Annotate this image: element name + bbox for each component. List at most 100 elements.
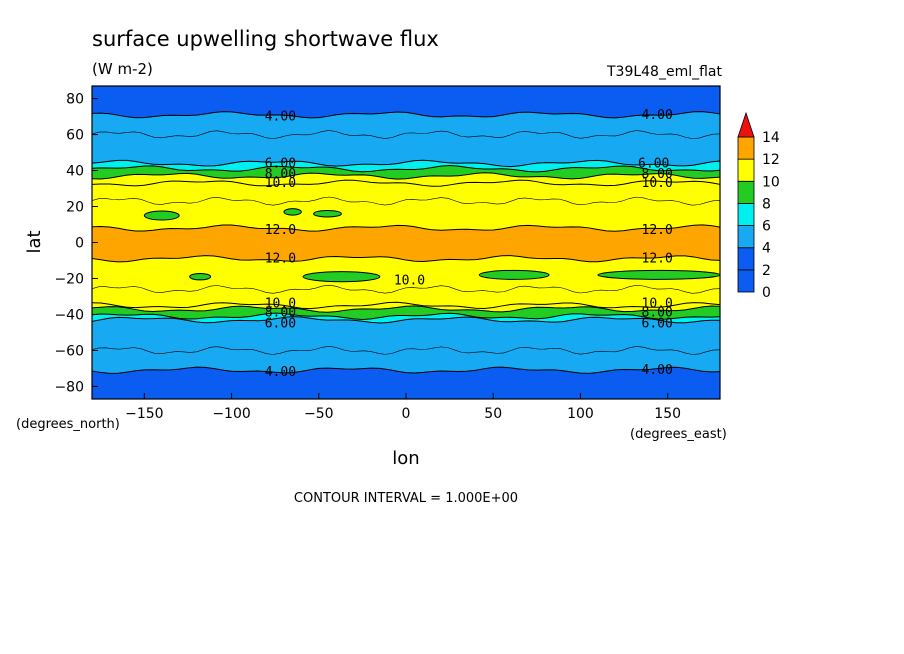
y-tick-label: 20	[66, 200, 84, 216]
contour-line-11	[92, 366, 720, 374]
y-tick-label: −20	[54, 271, 84, 287]
x-tick-label: −150	[125, 406, 163, 422]
green-patch-5	[597, 269, 720, 280]
contour-inner-s2	[92, 346, 720, 355]
x-tick-label: 50	[484, 406, 502, 422]
contour-label-4: 10.0	[265, 176, 296, 191]
contour-inner-n	[92, 196, 720, 206]
y-tick-label: −40	[54, 307, 84, 323]
contour-line-9	[92, 312, 720, 320]
colorbar-segment-8	[737, 180, 755, 204]
contour-label-12: 10.0	[394, 273, 425, 288]
band-5	[92, 180, 720, 232]
x-axis: −150 −100 −50 0 50 100 150	[125, 393, 681, 422]
contour-label-5: 6.00	[638, 156, 669, 171]
contour-label-2: 6.00	[265, 156, 296, 171]
y-tick-label: −60	[54, 343, 84, 359]
y-tick-label: 60	[66, 128, 84, 144]
contour-label-17: 8.00	[642, 306, 673, 321]
y-tick-label: 0	[75, 236, 84, 252]
x-tick-label: −50	[304, 406, 334, 422]
contour-label-20: 4.00	[642, 363, 673, 378]
color-bands	[92, 86, 720, 399]
x-tick-label: 150	[654, 406, 681, 422]
colorbar-segment-4	[737, 225, 755, 249]
band-11	[92, 316, 720, 374]
band-7	[92, 255, 720, 309]
colorbar-segment-12	[737, 136, 755, 160]
contour-line-3	[92, 172, 720, 180]
green-patch-3	[302, 271, 381, 283]
contour-label-18: 6.00	[642, 316, 673, 331]
colorbar-segment-10	[737, 158, 755, 182]
contour-line-0	[92, 111, 720, 119]
colorbar-segment-2	[737, 247, 755, 271]
band-1	[92, 111, 720, 167]
chart-units: (W m-2)	[92, 60, 153, 78]
colorbar-tick-label: 8	[762, 196, 771, 212]
contour-label-6: 8.00	[642, 167, 673, 182]
y-axis: 80 60 40 20 0 −20 −40 −60 −80	[54, 92, 98, 395]
contour-inner-s	[92, 284, 720, 294]
contour-line-2	[92, 165, 720, 173]
green-patch-6	[189, 272, 212, 281]
green-patch-4	[478, 269, 550, 280]
contour-label-9: 12.0	[642, 223, 673, 238]
green-patch-2	[313, 209, 342, 218]
band-0	[92, 86, 720, 118]
contour-lines	[92, 111, 720, 374]
contour-label-13: 10.0	[265, 297, 296, 312]
colorbar-tick-label: 0	[762, 285, 771, 301]
colorbar-segment-0	[737, 269, 755, 293]
x-tick-label: 100	[567, 406, 594, 422]
chart-title: surface upwelling shortwave flux	[92, 27, 439, 51]
contour-label-16: 10.0	[642, 297, 673, 312]
colorbar-tick-label: 14	[762, 130, 780, 146]
contour-label-15: 6.00	[265, 316, 296, 331]
y-tick-label: 80	[66, 92, 84, 108]
contour-label-8: 12.0	[265, 223, 296, 238]
run-label: T39L48_eml_flat	[606, 64, 723, 80]
contour-line-10	[92, 316, 720, 324]
x-axis-label: lon	[392, 448, 419, 469]
contour-label-1: 4.00	[642, 108, 673, 123]
contour-label-11: 12.0	[642, 252, 673, 267]
contour-line-6	[92, 255, 720, 263]
y-tick-label: −80	[54, 379, 84, 395]
contour-label-0: 4.00	[265, 110, 296, 125]
contour-label-10: 12.0	[265, 252, 296, 267]
contour-line-1	[92, 159, 720, 168]
contour-label-14: 8.00	[265, 306, 296, 321]
green-patch-1	[283, 208, 302, 216]
contour-line-4	[92, 179, 720, 187]
band-6	[92, 224, 720, 262]
colorbar: 0 2 4 6 8 10 12 14	[737, 111, 780, 301]
colorbar-tick-label: 4	[762, 241, 771, 257]
y-axis-label: lat	[24, 230, 45, 253]
x-units: (degrees_east)	[630, 427, 727, 442]
contour-label-19: 4.00	[265, 365, 296, 380]
colorbar-tick-label: 10	[762, 174, 780, 190]
x-tick-label: 0	[402, 406, 411, 422]
x-tick-label: −100	[212, 406, 250, 422]
band-4	[92, 172, 720, 187]
contour-line-5	[92, 224, 720, 232]
contour-label-3: 8.00	[265, 167, 296, 182]
green-patches	[143, 208, 720, 283]
green-patch-0	[143, 210, 180, 221]
contour-line-7	[92, 301, 720, 310]
y-units: (degrees_north)	[16, 417, 120, 432]
contour-line-8	[92, 305, 720, 313]
colorbar-tick-label: 2	[762, 263, 771, 279]
colorbar-arrow	[737, 111, 755, 138]
band-12	[92, 367, 720, 399]
band-9	[92, 305, 720, 320]
colorbar-tick-label: 6	[762, 219, 771, 235]
contour-interval-note: CONTOUR INTERVAL = 1.000E+00	[294, 491, 518, 506]
colorbar-tick-label: 12	[762, 152, 780, 168]
colorbar-segment-6	[737, 203, 755, 226]
contour-label-7: 10.0	[642, 176, 673, 191]
